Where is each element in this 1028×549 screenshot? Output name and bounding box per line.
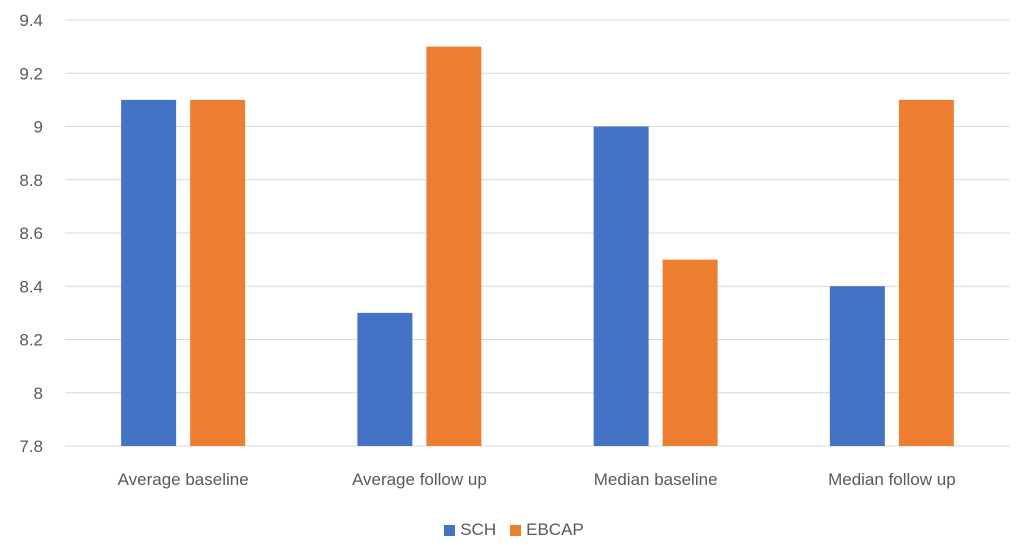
- y-tick-label: 8.8: [19, 171, 43, 190]
- bar-sch-1: [357, 312, 413, 446]
- y-tick-label: 7.8: [19, 437, 43, 456]
- legend-item-ebcap: EBCAP: [510, 520, 584, 540]
- legend-item-sch: SCH: [444, 520, 496, 540]
- y-tick-label: 9.4: [19, 11, 43, 30]
- y-tick-label: 9: [34, 118, 43, 137]
- bar-sch-0: [121, 99, 177, 446]
- bar-ebcap-2: [662, 259, 718, 446]
- bar-sch-3: [829, 286, 885, 446]
- x-axis-ticks: Average baseline Average follow up Median …: [118, 470, 956, 489]
- x-tick-label: Median baseline: [594, 470, 718, 489]
- y-axis-ticks: 7.8 8 8.2 8.4 8.6 8.8 9 9.2 9.4: [19, 11, 43, 456]
- legend: SCH EBCAP: [0, 520, 1028, 540]
- legend-swatch-ebcap: [510, 524, 522, 536]
- y-tick-label: 8.2: [19, 331, 43, 350]
- y-tick-label: 8.4: [19, 277, 43, 296]
- bar-ebcap-1: [426, 46, 482, 446]
- x-tick-label: Median follow up: [828, 470, 956, 489]
- y-tick-label: 9.2: [19, 64, 43, 83]
- bar-ebcap-0: [190, 99, 246, 446]
- bar-sch-2: [593, 126, 649, 446]
- x-tick-label: Average baseline: [118, 470, 249, 489]
- legend-label-sch: SCH: [460, 520, 497, 539]
- bar-chart: 7.8 8 8.2 8.4 8.6 8.8 9 9.2 9.4 Average baseline…: [19, 11, 1010, 489]
- legend-label-ebcap: EBCAP: [526, 520, 584, 539]
- bar-ebcap-3: [898, 99, 954, 446]
- legend-swatch-sch: [444, 524, 456, 536]
- x-tick-label: Average follow up: [352, 470, 487, 489]
- bars: [121, 46, 954, 446]
- y-tick-label: 8: [34, 384, 43, 403]
- y-tick-label: 8.6: [19, 224, 43, 243]
